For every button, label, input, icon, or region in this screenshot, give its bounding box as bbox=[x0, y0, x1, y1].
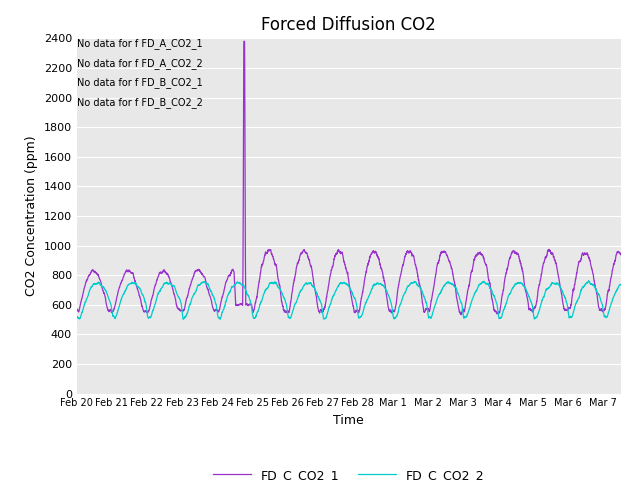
FD_C_CO2_1 bbox=[538, 271, 545, 276]
FD_C_CO2_2 bbox=[385, 293, 393, 299]
FD_C_CO2_2 bbox=[538, 300, 545, 305]
Line: FD_C_CO2_1: FD_C_CO2_1 bbox=[77, 41, 621, 315]
FD_C_CO2_2 bbox=[617, 282, 625, 288]
FD_C_CO2_2 bbox=[216, 316, 224, 322]
Text: No data for f FD_A_CO2_2: No data for f FD_A_CO2_2 bbox=[77, 58, 202, 69]
FD_C_CO2_1 bbox=[275, 277, 282, 283]
FD_C_CO2_2 bbox=[585, 278, 593, 284]
FD_C_CO2_1 bbox=[617, 251, 625, 257]
FD_C_CO2_1 bbox=[457, 312, 465, 318]
Line: FD_C_CO2_2: FD_C_CO2_2 bbox=[77, 281, 621, 319]
Legend: FD_C_CO2_1, FD_C_CO2_2: FD_C_CO2_1, FD_C_CO2_2 bbox=[208, 464, 490, 480]
Title: Forced Diffusion CO2: Forced Diffusion CO2 bbox=[261, 16, 436, 34]
FD_C_CO2_1 bbox=[291, 276, 298, 282]
FD_C_CO2_2 bbox=[73, 314, 81, 320]
FD_C_CO2_2 bbox=[339, 280, 346, 286]
FD_C_CO2_2 bbox=[344, 283, 352, 288]
FD_C_CO2_1 bbox=[385, 306, 393, 312]
Text: No data for f FD_A_CO2_1: No data for f FD_A_CO2_1 bbox=[77, 38, 202, 49]
FD_C_CO2_2 bbox=[275, 285, 282, 291]
Text: No data for f FD_B_CO2_2: No data for f FD_B_CO2_2 bbox=[77, 97, 203, 108]
FD_C_CO2_2 bbox=[291, 302, 298, 308]
Text: No data for f FD_B_CO2_1: No data for f FD_B_CO2_1 bbox=[77, 77, 202, 88]
FD_C_CO2_1 bbox=[73, 307, 81, 312]
FD_C_CO2_1 bbox=[240, 38, 248, 44]
X-axis label: Time: Time bbox=[333, 414, 364, 427]
Y-axis label: CO2 Concentration (ppm): CO2 Concentration (ppm) bbox=[25, 136, 38, 296]
FD_C_CO2_1 bbox=[339, 251, 346, 257]
FD_C_CO2_1 bbox=[344, 276, 352, 282]
